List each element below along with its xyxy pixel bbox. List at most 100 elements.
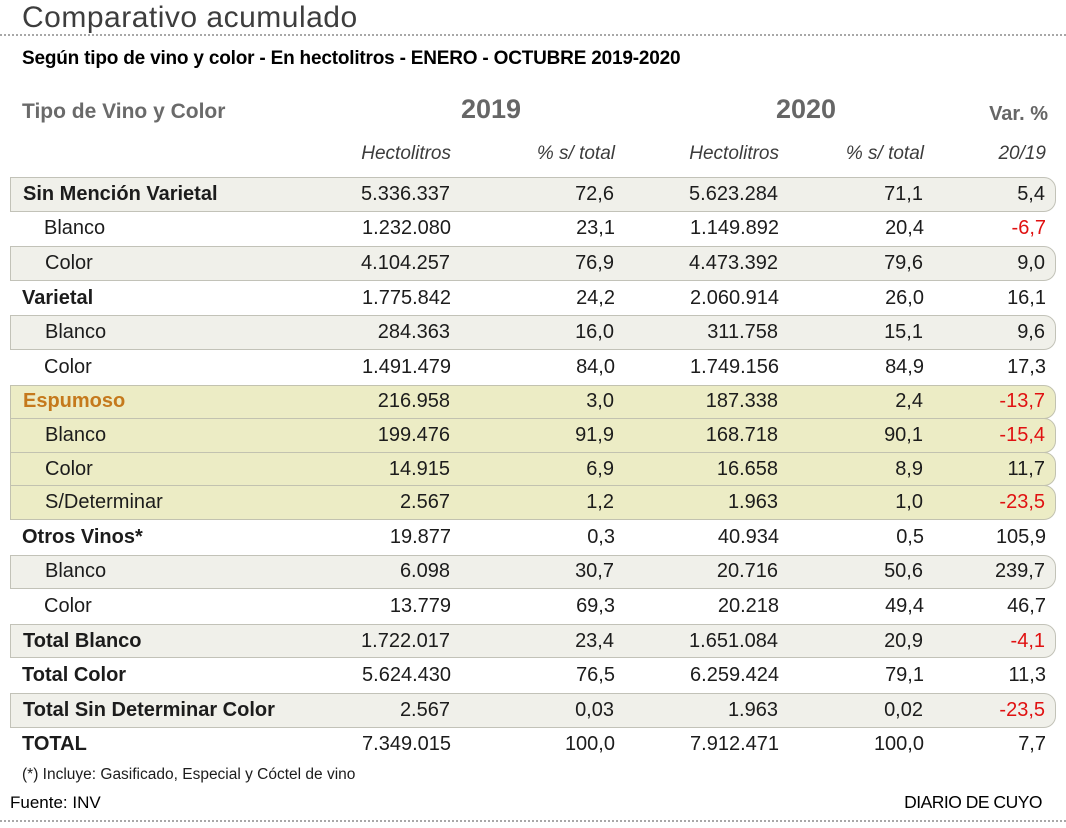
table-row: Total Sin Determinar Color 2.567 0,03 1.… bbox=[10, 692, 1056, 728]
cell-var-20-19: 16,1 bbox=[1007, 286, 1046, 309]
row-label: Total Sin Determinar Color bbox=[23, 698, 275, 721]
table-row: Espumoso 216.958 3,0 187.338 2,4 -13,7 bbox=[10, 384, 1056, 420]
cell-hectolitros-2020: 40.934 bbox=[717, 525, 779, 548]
cell-pct-2019: 1,2 bbox=[586, 491, 614, 514]
row-label: Blanco bbox=[45, 423, 107, 446]
year-2019-header: 2019 bbox=[460, 94, 522, 124]
row-label: Color bbox=[44, 594, 92, 617]
publisher-credit: DIARIO DE CUYO bbox=[904, 792, 1042, 812]
cell-hectolitros-2020: 1.749.156 bbox=[690, 355, 779, 378]
row-label: Color bbox=[44, 355, 92, 378]
row-label: Blanco bbox=[45, 560, 107, 583]
cell-hectolitros-2019: 199.476 bbox=[377, 423, 450, 446]
cell-hectolitros-2019: 19.877 bbox=[389, 525, 451, 548]
cell-var-20-19: -4,1 bbox=[1010, 629, 1045, 652]
source-credit: Fuente: INV bbox=[10, 793, 101, 812]
cell-hectolitros-2020: 16.658 bbox=[716, 457, 778, 480]
table-body: Sin Mención Varietal 5.336.337 72,6 5.62… bbox=[10, 177, 1056, 762]
cell-pct-2019: 0,3 bbox=[587, 525, 615, 548]
cell-pct-2020: 49,4 bbox=[885, 594, 924, 617]
var-pct-header: Var. % bbox=[989, 103, 1048, 125]
row-label: Blanco bbox=[44, 217, 106, 240]
cell-var-20-19: 9,6 bbox=[1017, 321, 1045, 344]
cell-hectolitros-2020: 2.060.914 bbox=[690, 286, 779, 309]
row-label: TOTAL bbox=[22, 733, 87, 756]
cell-pct-2020: 8,9 bbox=[895, 457, 923, 480]
cell-pct-2019: 6,9 bbox=[586, 457, 614, 480]
cell-var-20-19: 17,3 bbox=[1007, 355, 1046, 378]
cell-hectolitros-2019: 2.567 bbox=[399, 698, 450, 721]
cell-pct-2019: 100,0 bbox=[564, 733, 615, 756]
subheader-row: Hectolitros % s/ total Hectolitros % s/ … bbox=[10, 138, 1056, 170]
subheader-pct-2019: % s/ total bbox=[536, 143, 615, 164]
cell-hectolitros-2020: 5.623.284 bbox=[689, 182, 778, 205]
row-label: Color bbox=[45, 457, 93, 480]
table-row: Blanco 284.363 16,0 311.758 15,1 9,6 bbox=[10, 315, 1056, 350]
row-label: Otros Vinos* bbox=[22, 525, 143, 548]
table-row: S/Determinar 2.567 1,2 1.963 1,0 -23,5 bbox=[10, 485, 1056, 520]
page-subtitle: Según tipo de vino y color - En hectolit… bbox=[22, 48, 681, 69]
cell-pct-2020: 20,4 bbox=[885, 217, 924, 240]
cell-pct-2020: 50,6 bbox=[884, 560, 923, 583]
row-label: Sin Mención Varietal bbox=[23, 182, 218, 205]
table-row: Varietal 1.775.842 24,2 2.060.914 26,0 1… bbox=[10, 281, 1056, 316]
row-label: Total Blanco bbox=[23, 629, 142, 652]
cell-pct-2020: 1,0 bbox=[895, 491, 923, 514]
cell-hectolitros-2019: 1.722.017 bbox=[361, 629, 450, 652]
cell-pct-2020: 90,1 bbox=[884, 423, 923, 446]
bottom-dotted-divider bbox=[0, 820, 1066, 822]
cell-pct-2020: 79,6 bbox=[884, 251, 923, 274]
footnote: (*) Incluye: Gasificado, Especial y Cóct… bbox=[22, 766, 356, 783]
cell-hectolitros-2019: 1.775.842 bbox=[362, 286, 451, 309]
table-row: Blanco 1.232.080 23,1 1.149.892 20,4 -6,… bbox=[10, 212, 1056, 247]
cell-var-20-19: -23,5 bbox=[999, 491, 1045, 514]
column-group-label: Tipo de Vino y Color bbox=[22, 100, 226, 123]
cell-hectolitros-2020: 7.912.471 bbox=[690, 733, 779, 756]
table-row: Color 4.104.257 76,9 4.473.392 79,6 9,0 bbox=[10, 246, 1056, 281]
cell-hectolitros-2020: 20.218 bbox=[717, 594, 779, 617]
row-label: Varietal bbox=[22, 286, 94, 309]
table-row: Otros Vinos* 19.877 0,3 40.934 0,5 105,9 bbox=[10, 520, 1056, 555]
cell-hectolitros-2020: 1.651.084 bbox=[689, 629, 778, 652]
cell-hectolitros-2020: 187.338 bbox=[705, 390, 778, 413]
subheader-pct-2020: % s/ total bbox=[845, 143, 924, 164]
top-dotted-divider bbox=[0, 34, 1066, 36]
cell-pct-2019: 76,5 bbox=[576, 664, 615, 687]
cell-hectolitros-2020: 1.149.892 bbox=[690, 217, 779, 240]
row-label: Blanco bbox=[45, 321, 107, 344]
table-row: Total Blanco 1.722.017 23,4 1.651.084 20… bbox=[10, 623, 1056, 659]
cell-hectolitros-2019: 5.624.430 bbox=[362, 664, 451, 687]
cell-var-20-19: -15,4 bbox=[999, 423, 1045, 446]
cell-hectolitros-2019: 6.098 bbox=[399, 560, 450, 583]
cell-var-20-19: 9,0 bbox=[1017, 251, 1045, 274]
cell-pct-2020: 84,9 bbox=[885, 355, 924, 378]
cell-pct-2020: 15,1 bbox=[884, 321, 923, 344]
table-row: Blanco 6.098 30,7 20.716 50,6 239,7 bbox=[10, 554, 1056, 590]
table-row: Sin Mención Varietal 5.336.337 72,6 5.62… bbox=[10, 177, 1056, 212]
cell-hectolitros-2020: 168.718 bbox=[705, 423, 778, 446]
row-label: Color bbox=[45, 251, 93, 274]
cell-pct-2019: 91,9 bbox=[575, 423, 614, 446]
cell-pct-2019: 76,9 bbox=[575, 251, 614, 274]
cell-hectolitros-2020: 6.259.424 bbox=[690, 664, 779, 687]
cell-var-20-19: 105,9 bbox=[995, 525, 1046, 548]
table-row: Color 14.915 6,9 16.658 8,9 11,7 bbox=[10, 451, 1056, 487]
cell-hectolitros-2019: 284.363 bbox=[377, 321, 450, 344]
cell-hectolitros-2019: 14.915 bbox=[388, 457, 450, 480]
cell-pct-2019: 3,0 bbox=[586, 390, 614, 413]
cell-pct-2019: 16,0 bbox=[575, 321, 614, 344]
cell-hectolitros-2020: 311.758 bbox=[707, 321, 778, 344]
cell-pct-2020: 0,5 bbox=[896, 525, 924, 548]
cell-hectolitros-2020: 1.963 bbox=[727, 698, 778, 721]
table-row: Color 1.491.479 84,0 1.749.156 84,9 17,3 bbox=[10, 350, 1056, 385]
footer: Fuente: INV DIARIO DE CUYO bbox=[10, 792, 1056, 813]
cell-pct-2019: 24,2 bbox=[576, 286, 615, 309]
cell-pct-2019: 23,4 bbox=[575, 629, 614, 652]
cell-var-20-19: -13,7 bbox=[999, 390, 1045, 413]
table-row: TOTAL 7.349.015 100,0 7.912.471 100,0 7,… bbox=[10, 728, 1056, 763]
table-row: Total Color 5.624.430 76,5 6.259.424 79,… bbox=[10, 658, 1056, 693]
cell-pct-2020: 2,4 bbox=[895, 390, 923, 413]
cell-hectolitros-2019: 4.104.257 bbox=[361, 251, 450, 274]
cell-hectolitros-2019: 5.336.337 bbox=[361, 182, 450, 205]
